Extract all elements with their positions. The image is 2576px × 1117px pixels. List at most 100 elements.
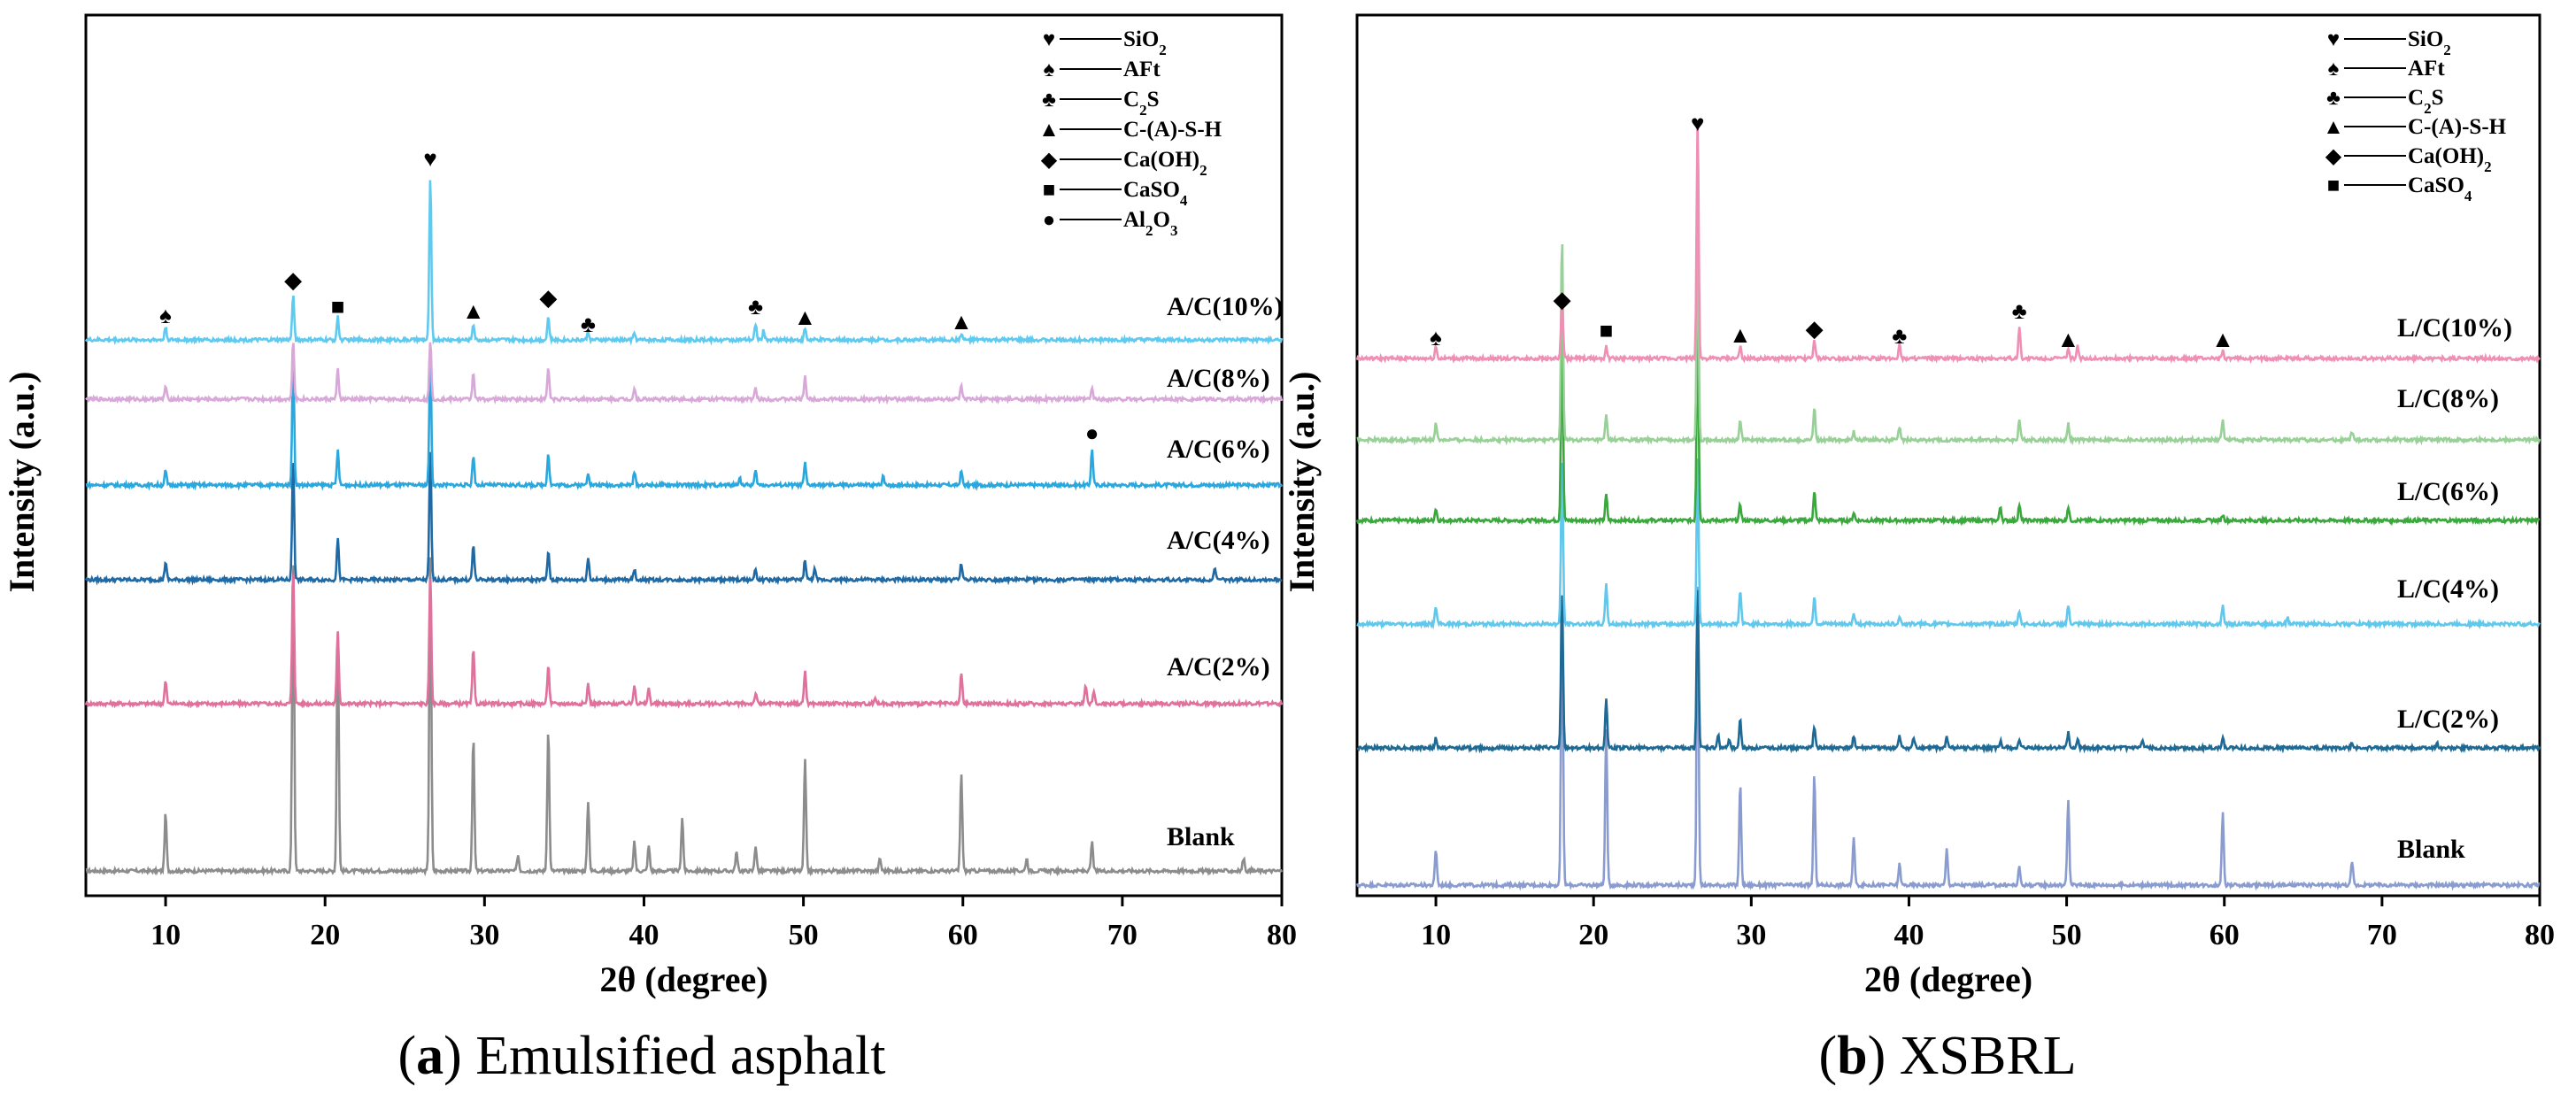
phase-marker-icon: ♠ <box>159 303 172 328</box>
series-label: L/C(4%) <box>2397 574 2499 604</box>
phase-marker-icon: ▲ <box>2211 327 2234 352</box>
legend-label: SiO2 <box>2408 27 2451 58</box>
series-trace <box>85 342 1284 405</box>
legend-label: SiO2 <box>1123 27 1167 58</box>
panel-b: 10 20 30 40 50 60 70 80 2θ (degree) Intensity (a.… <box>1282 13 2555 1086</box>
legend-symbol-icon: ♠ <box>1044 58 1055 81</box>
phase-marker-icon: ■ <box>331 294 345 320</box>
phase-marker-icon: ▲ <box>950 309 973 335</box>
phase-marker-icon: ◆ <box>1806 316 1824 342</box>
legend-label: Al2O3 <box>1123 208 1177 239</box>
legend-label: AFt <box>2408 57 2445 81</box>
legend-item: ■ CaSO4 <box>1043 178 1188 209</box>
x-tick-label: 60 <box>2210 919 2240 951</box>
legend-label: Ca(OH)2 <box>2408 144 2492 175</box>
series-trace <box>1356 458 2541 631</box>
legend-label: C-(A)-S-H <box>1123 118 1222 142</box>
x-tick-label: 40 <box>629 919 659 951</box>
legend-symbol-icon: ■ <box>2327 174 2341 197</box>
series-trace <box>1355 586 2541 891</box>
phase-marker-icon: ♣ <box>581 312 596 337</box>
phase-marker-icon: ♣ <box>2012 298 2027 324</box>
phase-marker-icon: ♥ <box>423 146 436 172</box>
x-tick-label: 80 <box>1267 919 1297 951</box>
x-tick-label: 20 <box>1578 919 1608 951</box>
x-tick-label: 70 <box>2367 919 2397 951</box>
series-trace <box>1355 122 2541 365</box>
phase-marker-icon: ▲ <box>794 304 817 330</box>
series-trace <box>84 180 1284 346</box>
x-tick-label: 30 <box>1736 919 1766 951</box>
series-trace <box>1356 589 2541 754</box>
legend-item: ■ CaSO4 <box>2327 173 2472 204</box>
legend-symbol-icon: ♣ <box>1042 89 1056 112</box>
legend-symbol-icon: ● <box>1043 209 1056 232</box>
legend-item: ◆ Ca(OH)2 <box>2325 144 2492 175</box>
legend-item: ▲ C-(A)-S-H <box>2323 115 2507 139</box>
series-trace <box>1356 237 2541 446</box>
series-label: A/C(10%) <box>1167 292 1284 321</box>
series-label: L/C(6%) <box>2397 477 2499 506</box>
x-tick-label: 40 <box>1893 919 1924 951</box>
legend-item: ♣ C2S <box>1042 88 1159 119</box>
phase-marker-icon: ◆ <box>539 285 557 311</box>
legend-symbol-icon: ◆ <box>1041 149 1058 172</box>
plot-frame <box>1355 13 2541 897</box>
series-label: Blank <box>1167 822 1235 851</box>
series-label: A/C(8%) <box>1167 364 1270 393</box>
legend-item: ♥ SiO2 <box>2327 27 2451 58</box>
x-tick-label: 30 <box>469 919 499 951</box>
series-label: Blank <box>2397 835 2465 864</box>
series-label: L/C(10%) <box>2397 313 2512 343</box>
x-axis-title: 2θ (degree) <box>599 959 767 999</box>
legend-symbol-icon: ♥ <box>2327 28 2340 51</box>
legend-label: AFt <box>1123 58 1161 81</box>
legend-symbol-icon: ◆ <box>2325 145 2342 168</box>
legend-item: ♣ C2S <box>2326 86 2443 117</box>
phase-marker-icon: ▲ <box>462 298 485 324</box>
x-tick-label: 80 <box>2525 919 2555 951</box>
x-tick-label: 10 <box>150 919 181 951</box>
phase-marker-icon: ♣ <box>748 294 763 320</box>
y-axis-title: Intensity (a.u.) <box>2 371 42 592</box>
series-trace <box>85 358 1284 492</box>
panel-a: 10 20 30 40 50 60 70 80 2θ (degree) Intensity (a.… <box>2 13 1297 1086</box>
legend-item: ♠ AFt <box>2328 57 2446 81</box>
series-label: A/C(2%) <box>1167 652 1270 682</box>
phase-marker-icon: ◆ <box>1554 287 1571 312</box>
series-trace <box>85 557 1284 877</box>
legend-symbol-icon: ♠ <box>2328 58 2340 81</box>
x-tick-label: 60 <box>948 919 978 951</box>
legend-item: ● Al2O3 <box>1043 208 1178 239</box>
legend-label: Ca(OH)2 <box>1123 148 1207 179</box>
phase-marker-icon: ♠ <box>1430 325 1442 351</box>
legend-symbol-icon: ♥ <box>1043 28 1055 51</box>
y-axis-title: Intensity (a.u.) <box>1282 371 1322 592</box>
phase-marker-icon: ■ <box>1600 318 1614 343</box>
legend-symbol-icon: ▲ <box>1038 119 1060 142</box>
legend-symbol-icon: ■ <box>1043 179 1056 202</box>
legend-label: CaSO4 <box>1123 178 1188 209</box>
plot-frame <box>84 13 1284 897</box>
legend-item: ♥ SiO2 <box>1043 27 1167 58</box>
legend-label: C2S <box>2408 86 2443 117</box>
x-tick-label: 70 <box>1107 919 1138 951</box>
phase-marker-icon: ◆ <box>284 267 302 293</box>
series-trace <box>84 574 1284 710</box>
legend-symbol-icon: ♣ <box>2326 87 2341 110</box>
legend-label: C2S <box>1123 88 1159 119</box>
legend-label: CaSO4 <box>2408 173 2472 204</box>
legend-item: ▲ C-(A)-S-H <box>1038 118 1222 142</box>
series-label: A/C(4%) <box>1167 526 1270 555</box>
phase-marker-icon: ▲ <box>2057 327 2080 352</box>
legend-label: C-(A)-S-H <box>2408 115 2507 139</box>
phase-marker-icon: ♣ <box>1892 323 1907 349</box>
x-tick-label: 50 <box>2052 919 2082 951</box>
series-label: L/C(8%) <box>2397 384 2499 413</box>
series-label: A/C(6%) <box>1167 435 1270 464</box>
legend-item: ◆ Ca(OH)2 <box>1041 148 1207 179</box>
panel-caption: (a) Emulsified asphalt <box>398 1026 886 1086</box>
legend-item: ♠ AFt <box>1044 58 1161 81</box>
panel-caption: (b) XSBRL <box>1818 1026 2076 1086</box>
series-trace <box>1355 325 2541 527</box>
